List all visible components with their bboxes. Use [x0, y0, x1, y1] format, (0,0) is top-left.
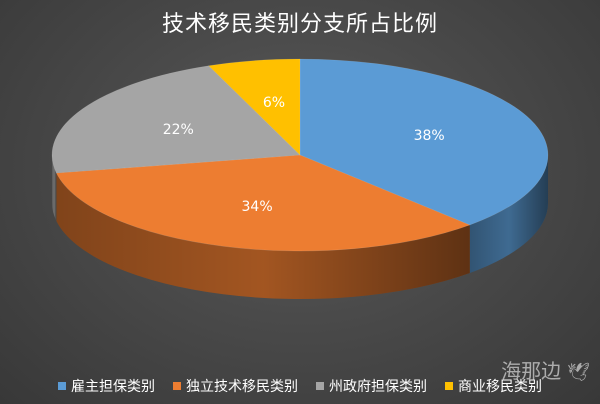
- legend-item-0: 雇主担保类别: [58, 376, 155, 396]
- value-label-3: 6%: [263, 95, 285, 111]
- pie-side-shade-1: [56, 172, 470, 299]
- watermark-text: 海那边: [501, 359, 562, 383]
- legend-swatch-2: [316, 382, 324, 390]
- watermark: 海那边 🕊: [501, 355, 590, 384]
- legend-label-2: 州政府担保类别: [329, 379, 427, 395]
- pie-side-shade-0: [469, 155, 548, 273]
- legend-swatch-3: [445, 382, 453, 390]
- pie-slice-0: [299, 58, 549, 226]
- pie-slice-1: [55, 154, 471, 252]
- value-label-1: 34%: [242, 199, 273, 215]
- legend-item-3: 商业移民类别: [445, 376, 542, 396]
- pie-slice-3: [208, 58, 301, 156]
- value-label-2: 22%: [163, 122, 194, 138]
- chart-title: 技术移民类别分支所占比例: [161, 12, 438, 37]
- value-label-0: 38%: [414, 128, 445, 144]
- legend-label-0: 雇主担保类别: [71, 379, 155, 395]
- legend-item-1: 独立技术移民类别: [173, 376, 298, 396]
- legend-swatch-1: [173, 382, 181, 390]
- legend-label-1: 独立技术移民类别: [186, 379, 298, 395]
- legend-item-2: 州政府担保类别: [316, 376, 427, 396]
- legend-swatch-0: [58, 382, 66, 390]
- pie-slice-2: [51, 65, 301, 174]
- bird-logo-icon: 🕊: [567, 362, 590, 383]
- pie-side-shade-2: [52, 155, 57, 221]
- legend: 雇主担保类别 独立技术移民类别 州政府担保类别 商业移民类别: [0, 376, 600, 396]
- legend-label-3: 商业移民类别: [458, 379, 542, 395]
